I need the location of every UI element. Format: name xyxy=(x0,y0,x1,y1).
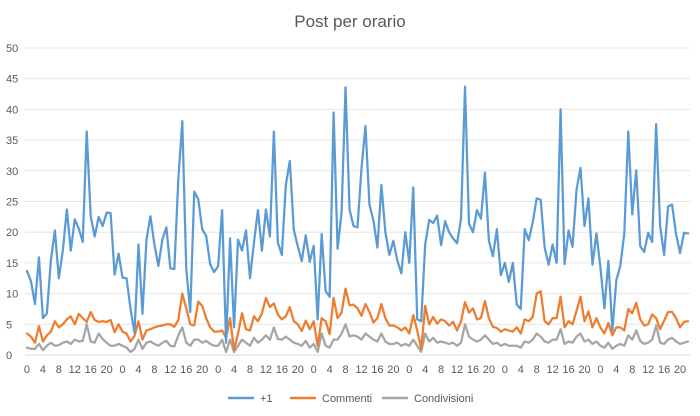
x-tick-label: 4 xyxy=(231,364,237,376)
x-tick-label: 4 xyxy=(518,364,524,376)
x-tick-label: 20 xyxy=(483,364,495,376)
x-tick-label: 20 xyxy=(387,364,399,376)
x-tick-label: 0 xyxy=(502,364,508,376)
x-tick-label: 16 xyxy=(180,364,192,376)
y-tick-label: 20 xyxy=(6,227,18,239)
legend-label: Condivisioni xyxy=(414,393,473,405)
x-tick-label: 20 xyxy=(101,364,113,376)
x-tick-label: 0 xyxy=(24,364,30,376)
x-tick-label: 8 xyxy=(56,364,62,376)
x-tick-label: 4 xyxy=(327,364,333,376)
x-tick-label: 8 xyxy=(247,364,253,376)
x-tick-label: 12 xyxy=(69,364,81,376)
series-lines xyxy=(25,85,690,354)
x-tick-label: 16 xyxy=(467,364,479,376)
x-tick-label: 8 xyxy=(534,364,540,376)
x-tick-label: 0 xyxy=(119,364,125,376)
y-axis-ticks: 0 5 10 15 20 25 30 35 40 45 50 xyxy=(6,43,18,362)
x-tick-label: 16 xyxy=(658,364,670,376)
y-tick-label: 5 xyxy=(6,319,12,331)
x-tick-label: 0 xyxy=(311,364,317,376)
x-axis-ticks: 0 4 8 12 16 20 0 4 8 12 16 20 0 4 8 12 16 20 0 4 8 12 16 20 0 4 8 1… xyxy=(24,364,686,376)
x-tick-label: 12 xyxy=(355,364,367,376)
chart-title: Post per orario xyxy=(294,12,406,31)
legend: +1 Commenti Condivisioni xyxy=(228,393,473,405)
y-tick-label: 0 xyxy=(6,350,12,362)
series-line-condivisioni xyxy=(25,323,690,354)
y-tick-label: 10 xyxy=(6,289,18,301)
x-tick-label: 8 xyxy=(629,364,635,376)
x-tick-label: 12 xyxy=(451,364,463,376)
series-line-commenti xyxy=(25,287,690,352)
y-tick-label: 40 xyxy=(6,104,18,116)
x-tick-label: 20 xyxy=(196,364,208,376)
x-tick-label: 20 xyxy=(578,364,590,376)
x-tick-label: 8 xyxy=(342,364,348,376)
y-tick-label: 25 xyxy=(6,197,18,209)
x-tick-label: 0 xyxy=(597,364,603,376)
x-tick-label: 4 xyxy=(40,364,46,376)
x-tick-label: 16 xyxy=(371,364,383,376)
x-tick-label: 12 xyxy=(546,364,558,376)
x-tick-label: 16 xyxy=(85,364,97,376)
x-tick-label: 20 xyxy=(292,364,304,376)
y-tick-label: 35 xyxy=(6,135,18,147)
y-tick-label: 45 xyxy=(6,74,18,86)
x-tick-label: 8 xyxy=(151,364,157,376)
x-tick-label: 0 xyxy=(406,364,412,376)
x-tick-label: 4 xyxy=(422,364,428,376)
legend-label: Commenti xyxy=(322,393,372,405)
y-tick-label: 30 xyxy=(6,166,18,178)
x-tick-label: 4 xyxy=(613,364,619,376)
x-tick-label: 4 xyxy=(135,364,141,376)
x-tick-label: 16 xyxy=(562,364,574,376)
series-line-1 xyxy=(25,85,690,344)
x-tick-label: 0 xyxy=(215,364,221,376)
x-tick-label: 12 xyxy=(642,364,654,376)
x-tick-label: 12 xyxy=(260,364,272,376)
x-tick-label: 16 xyxy=(276,364,288,376)
x-tick-label: 12 xyxy=(164,364,176,376)
legend-label: +1 xyxy=(260,393,273,405)
x-tick-label: 8 xyxy=(438,364,444,376)
y-tick-label: 15 xyxy=(6,258,18,270)
x-tick-label: 20 xyxy=(674,364,686,376)
y-tick-label: 50 xyxy=(6,43,18,55)
